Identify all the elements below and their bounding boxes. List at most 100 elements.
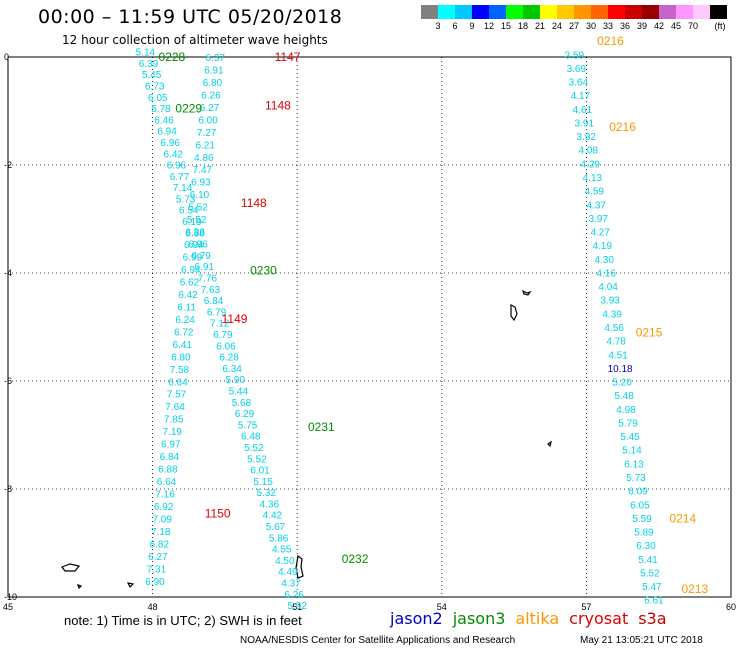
pass-time-label: 0215 [636,325,663,339]
legend-label: 42 [653,21,665,31]
wave-height-value: 5.14 [136,48,156,59]
legend-label: 12 [483,21,495,31]
legend-label: (ft) [714,21,726,31]
legend-label: 45 [670,21,682,31]
wave-height-value: 3.69 [567,64,587,75]
wave-height-value: 5.52 [188,203,208,214]
wave-height-value: 6.05 [630,500,650,511]
wave-height-value: 5.59 [632,514,652,525]
wave-height-value: 6.86 [185,228,205,239]
legend-label: 33 [602,21,614,31]
legend-label: 9 [469,21,475,31]
wave-height-value: 4.08 [579,146,599,157]
wave-height-value: 6.73 [145,81,165,92]
wave-height-value: 6.54 [179,206,199,217]
legend-label: 15 [500,21,512,31]
footer-note: note: 1) Time is in UTC; 2) SWH is in fe… [64,613,302,628]
legend-swatch [591,5,608,19]
wave-height-value: 6.84 [160,452,180,463]
pass-time-label: 1148 [265,99,291,113]
wave-height-value: 4.19 [592,241,612,252]
satellite-s3a: s3a [638,609,667,628]
wave-height-value: 5.73 [626,473,646,484]
wave-height-value: 6.92 [154,502,174,513]
wave-height-value: 5.92 [287,601,307,612]
island-outlines [61,289,552,590]
wave-height-value: 3.92 [577,132,597,143]
wave-height-value: 7.64 [165,402,185,413]
wave-height-value: 7.09 [152,514,172,525]
pass-time-label: 0214 [669,512,696,526]
wave-height-value: 3.59 [565,50,585,61]
wave-height-value: 5.78 [151,104,171,115]
pass-time-label: 1150 [205,506,231,520]
legend-swatch [710,5,727,19]
legend-swatch [489,5,506,19]
wave-height-value: 7.12 [210,319,230,330]
wave-height-value: 6.05 [148,93,168,104]
wave-height-value: 6.97 [161,440,181,451]
wave-height-value: 10.18 [608,364,633,375]
wave-height-value: 6.94 [157,127,177,138]
pass-time-label: 0213 [681,582,708,596]
wave-height-value: 5.15 [253,477,273,488]
wave-height-value: 6.90 [145,577,165,588]
legend-swatch [557,5,574,19]
wave-height-value: 6.79 [207,307,227,318]
wave-height-value: 4.37 [281,579,301,590]
x-tick-label: 48 [148,602,158,612]
wave-height-value: 3.93 [600,296,620,307]
wave-height-value: 6.77 [170,172,190,183]
wave-height-value: 5.32 [256,488,276,499]
wave-height-value: 6.99 [183,253,203,264]
pass-time-label: 0216 [609,120,636,134]
wave-height-value: 7.16 [155,490,175,501]
pass-time-label: 0231 [308,420,335,434]
wave-height-value: 4.27 [590,228,610,239]
legend-label: 30 [585,21,597,31]
legend-label: 27 [568,21,580,31]
pass-time-label: 1149 [222,312,248,326]
wave-height-value: 6.93 [191,178,211,189]
legend-swatch [659,5,676,19]
wave-height-value: 7.18 [151,527,171,538]
wave-height-value: 4.50 [275,556,295,567]
legend-swatch [574,5,591,19]
wave-height-value: 5.20 [612,378,632,389]
map-title: 00:00 – 11:59 UTC 05/20/2018 [38,6,343,28]
wave-height-value: 4.42 [263,511,283,522]
wave-height-value: 5.90 [225,375,245,386]
wave-height-value: 7.27 [197,128,217,139]
wave-height-value: 4.59 [584,187,604,198]
wave-height-value: 4.30 [594,255,614,266]
legend-label: 6 [452,21,458,31]
color-scale-legend [421,5,727,19]
wave-height-value: 6.24 [175,315,195,326]
wave-height-value: 6.27 [148,552,168,563]
wave-height-tracks: 5.146.395.456.736.055.786.466.946.966.42… [136,48,664,612]
wave-height-value: 4.49 [278,567,298,578]
wave-height-value: 6.79 [191,251,211,262]
x-tick-label: 57 [581,602,591,612]
legend-swatch [421,5,438,19]
legend-swatch [693,5,710,19]
legend-label: 18 [517,21,529,31]
wave-height-value: 6.30 [636,541,656,552]
wave-height-value: 5.45 [620,432,640,443]
wave-height-value: 3.97 [588,214,608,225]
credit-line: NOAA/NESDIS Center for Satellite Applica… [240,635,516,646]
wave-height-value: 5.47 [642,582,662,593]
legend-swatch [540,5,557,19]
wave-height-value: 6.72 [174,327,194,338]
wave-height-value: 6.64 [168,377,188,388]
pass-time-label: 1147 [275,50,301,64]
y-tick-label: -10 [4,592,17,602]
y-tick-label: 0 [4,52,9,62]
legend-swatch [676,5,693,19]
timestamp: May 21 13:05:21 UTC 2018 [580,635,703,646]
wave-height-value: 5.52 [187,215,207,226]
pass-time-label: 0229 [175,101,202,115]
wave-height-value: 6.27 [200,103,220,114]
wave-height-value: 6.29 [235,409,255,420]
wave-height-value: 6.26 [284,590,304,601]
